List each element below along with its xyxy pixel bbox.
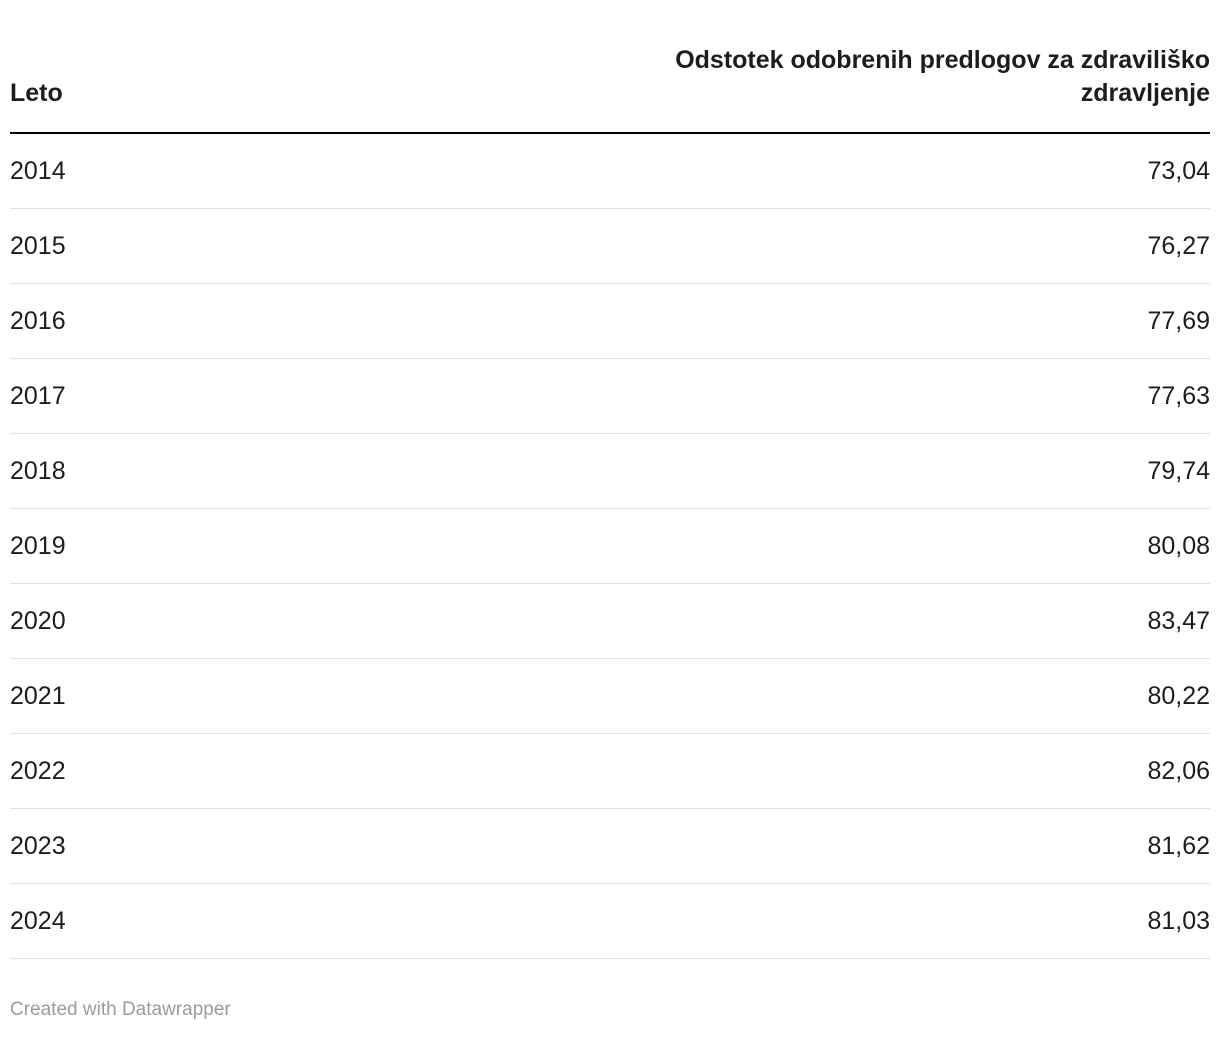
table-row: 2016 77,69 [10,283,1210,359]
year-cell: 2018 [10,433,562,509]
value-cell: 79,74 [562,433,1210,509]
table-row: 2021 80,22 [10,658,1210,734]
table-row: 2019 80,08 [10,508,1210,584]
datawrapper-credit-link[interactable]: Created with Datawrapper [10,999,231,1020]
table-row: 2014 73,04 [10,133,1210,209]
column-header-odstotek: Odstotek odobrenih predlogov za zdravili… [562,44,1210,134]
year-cell: 2022 [10,733,562,809]
table-row: 2020 83,47 [10,583,1210,659]
table-row: 2022 82,06 [10,733,1210,809]
credit-line: Created with Datawrapper [10,999,1210,1021]
value-cell: 73,04 [562,133,1210,209]
table-row: 2018 79,74 [10,433,1210,509]
table-header: Leto Odstotek odobrenih predlogov za zdr… [10,44,1210,134]
column-header-leto: Leto [10,44,562,134]
year-cell: 2020 [10,583,562,659]
year-cell: 2024 [10,883,562,959]
value-cell: 81,03 [562,883,1210,959]
value-cell: 80,08 [562,508,1210,584]
value-cell: 77,69 [562,283,1210,359]
data-table: Leto Odstotek odobrenih predlogov za zdr… [10,44,1210,959]
value-cell: 80,22 [562,658,1210,734]
year-cell: 2019 [10,508,562,584]
table-row: 2024 81,03 [10,883,1210,959]
value-cell: 83,47 [562,583,1210,659]
year-cell: 2015 [10,208,562,284]
value-cell: 77,63 [562,358,1210,434]
value-cell: 76,27 [562,208,1210,284]
value-cell: 82,06 [562,733,1210,809]
table-row: 2023 81,62 [10,808,1210,884]
header-row: Leto Odstotek odobrenih predlogov za zdr… [10,44,1210,134]
table-row: 2017 77,63 [10,358,1210,434]
year-cell: 2017 [10,358,562,434]
table-body: 2014 73,04 2015 76,27 2016 77,69 2017 77,63 2018… [10,133,1210,959]
year-cell: 2014 [10,133,562,209]
year-cell: 2021 [10,658,562,734]
year-cell: 2016 [10,283,562,359]
year-cell: 2023 [10,808,562,884]
table-row: 2015 76,27 [10,208,1210,284]
value-cell: 81,62 [562,808,1210,884]
